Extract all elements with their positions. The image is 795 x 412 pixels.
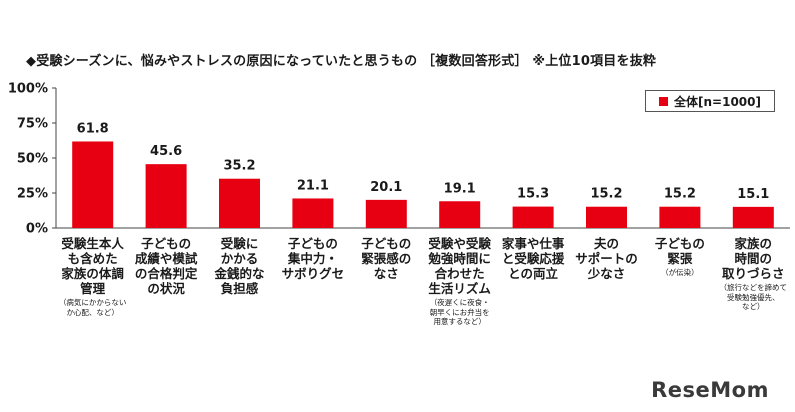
category-note: （旅行などを諦めて 受験勉強優先、 など） [719,283,788,311]
bar [365,199,407,228]
y-tick-label: 75% [17,117,48,132]
category-label-text: 家族の 時間の 取りづらさ [722,236,785,281]
category-label: 受験に かかる 金銭的な 負担感 [200,236,280,296]
category-label-text: 子どもの 集中力・ サボりグセ [281,236,345,281]
category-note: （夜遅くに夜食・ 朝早くにお弁当を 用意するなど） [429,298,490,326]
category-label-text: 子どもの 緊張 [654,236,705,266]
y-tick-label: 50% [17,152,48,167]
category-label: 受験生本人 も含めた 家族の体調 管理 （病気にかからない か心配、など） [53,236,133,317]
category-label-text: 子どもの 緊張感の なさ [361,236,412,281]
category-label: 家族の 時間の 取りづらさ （旅行などを諦めて 受験勉強優先、 など） [713,236,793,312]
category-label-text: 家事や仕事 と受験応援 との両立 [501,236,565,281]
bar-value-label: 35.2 [223,159,255,174]
category-label: 子どもの 緊張感の なさ [346,236,426,281]
bar-value-label: 21.1 [297,178,329,193]
bar [659,206,701,228]
category-label-text: 受験生本人 も含めた 家族の体調 管理 [61,236,124,296]
bar [439,201,481,228]
bar-value-label: 15.3 [517,187,549,202]
resemom-logo: ReseMom [651,378,769,402]
category-label-text: 夫の サポートの 少なさ [575,236,638,281]
category-label: 子どもの 緊張 （が伝染） [640,236,720,278]
bar-value-label: 15.1 [737,187,769,202]
category-label-text: 子どもの 成績や模試 の合格判定 の状況 [134,236,198,296]
chart-title: ◆受験シーズンに、悩みやストレスの原因になっていたと思うもの ［複数回答形式］ … [26,54,657,69]
category-label: 子どもの 集中力・ サボりグセ [273,236,353,281]
category-note: （病気にかからない か心配、など） [58,298,127,317]
category-label: 子どもの 成績や模試 の合格判定 の状況 [126,236,206,296]
bar [512,206,554,228]
bar [732,206,774,228]
bar [586,206,627,228]
bar [145,164,187,228]
y-tick-label: 25% [17,187,48,202]
bar-value-label: 20.1 [370,180,402,195]
bar-value-label: 61.8 [77,121,109,136]
legend-swatch [659,96,669,106]
y-tick-label: 100% [8,82,48,97]
category-note: （が伝染） [661,268,699,277]
category-label: 家事や仕事 と受験応援 との両立 [493,236,573,281]
legend-label: 全体[n=1000] [674,94,761,109]
category-label-text: 受験に かかる 金銭的な 負担感 [214,236,265,296]
category-label-text: 受験や受験 勉強時間に 合わせた 生活リズム [428,236,491,296]
bar-value-label: 19.1 [444,181,476,196]
legend: 全体[n=1000] [645,90,775,112]
bar [219,178,260,228]
category-label: 夫の サポートの 少なさ [567,236,647,281]
y-tick-label: 0% [26,222,48,237]
bar-value-label: 45.6 [150,144,182,159]
bar-value-label: 15.2 [590,187,622,202]
bar [72,141,114,228]
category-label: 受験や受験 勉強時間に 合わせた 生活リズム （夜遅くに夜食・ 朝早くにお弁当を … [420,236,500,327]
bar-value-label: 15.2 [664,187,696,202]
bar [292,198,334,228]
